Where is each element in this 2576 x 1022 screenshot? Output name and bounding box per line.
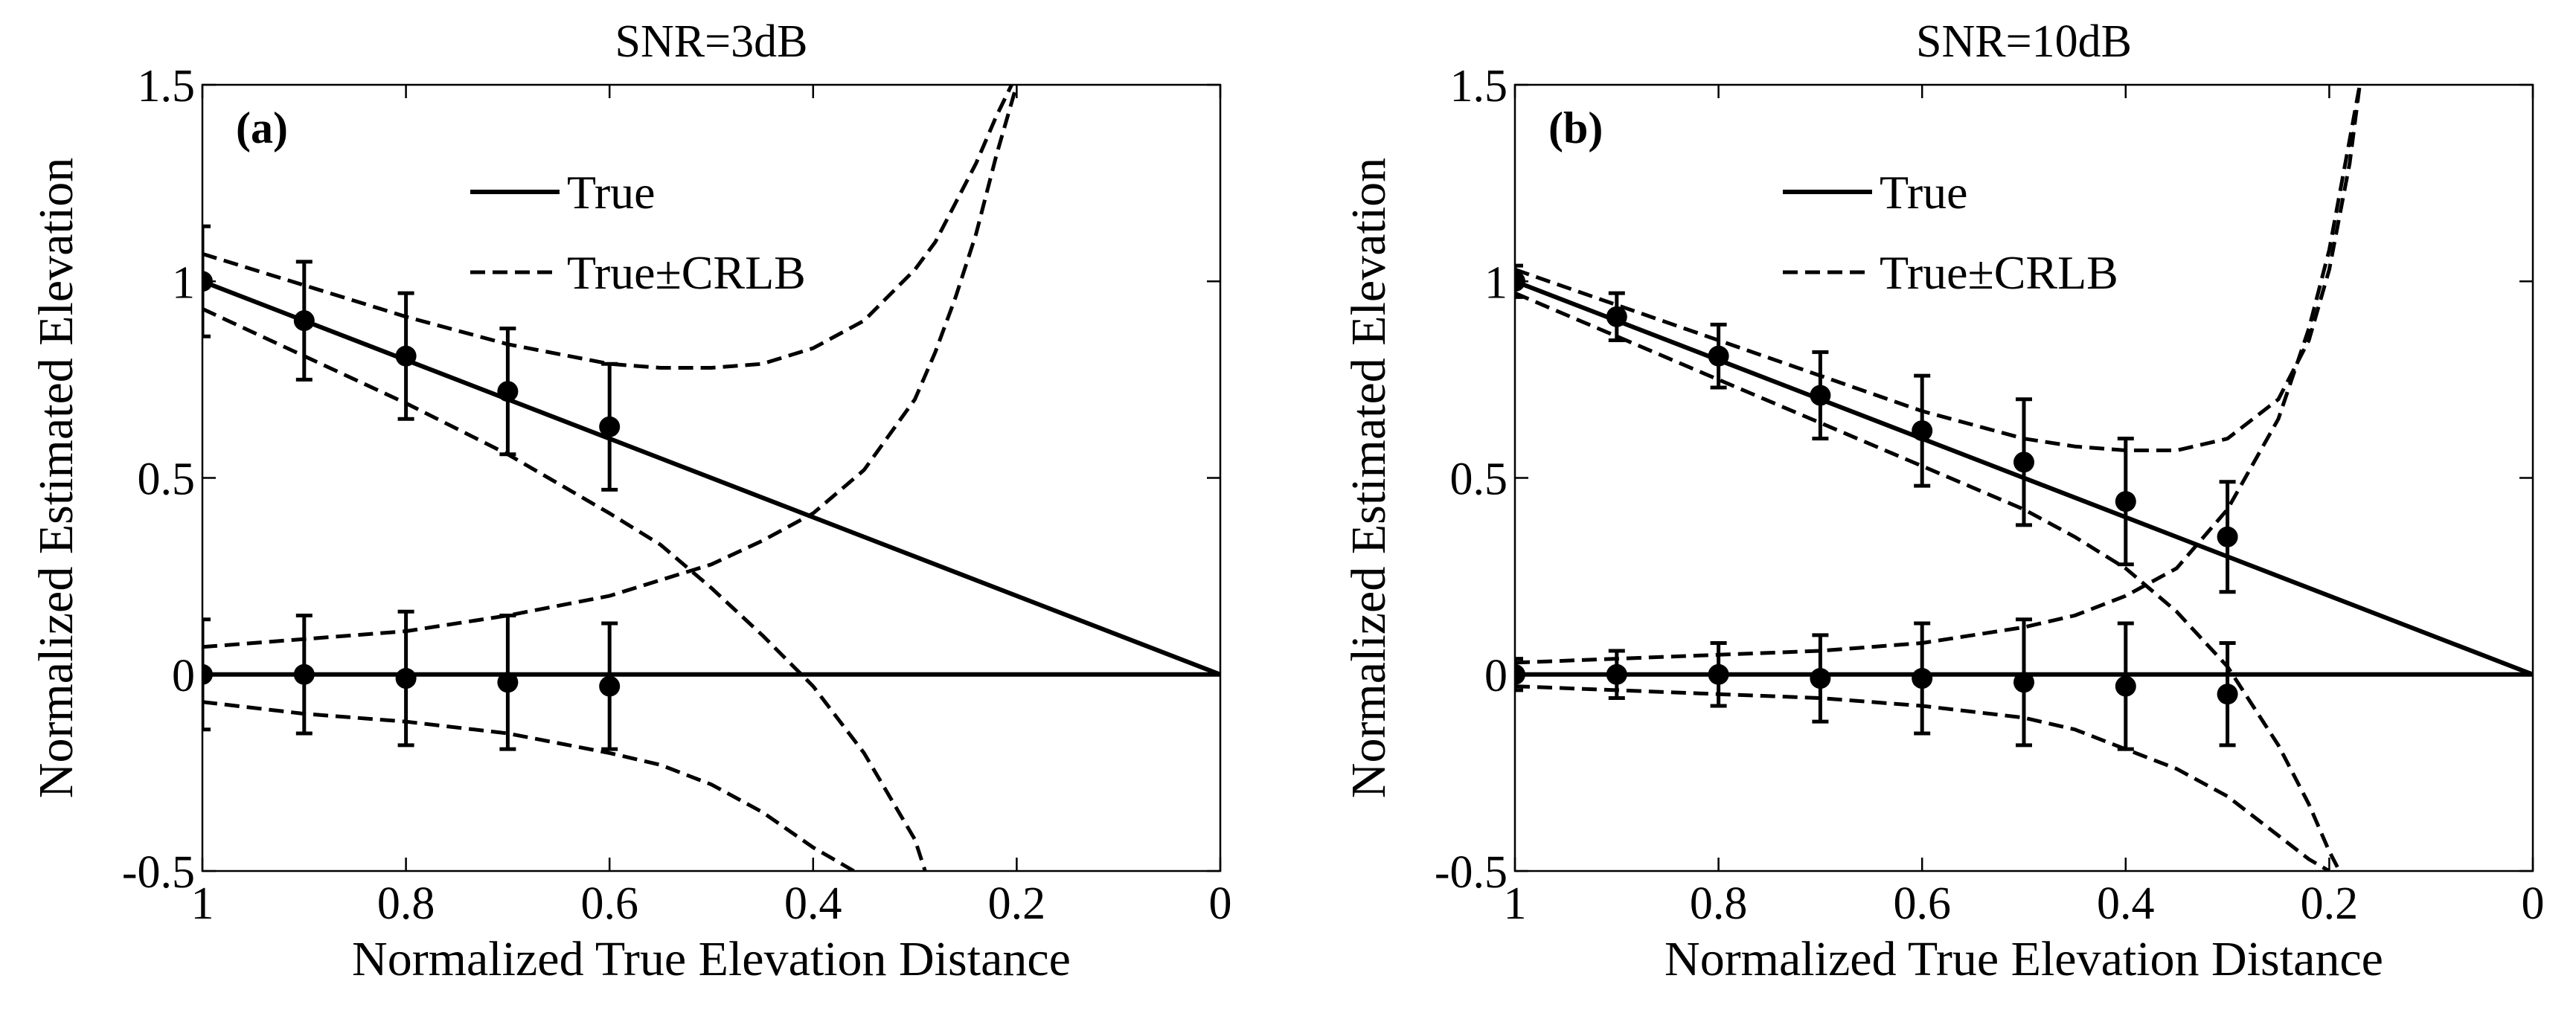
data-point	[2115, 675, 2136, 697]
y-tick-label: 1.5	[1450, 61, 1508, 112]
data-point	[1708, 345, 1729, 367]
x-tick-label: 0.6	[1893, 878, 1951, 929]
x-axis-label: Normalized True Elevation Distance	[1665, 932, 2383, 986]
legend-label-true: True	[1880, 166, 1968, 219]
data-point	[395, 668, 417, 690]
y-tick-label: 0	[172, 651, 195, 701]
chart-panel-b: 1 0.8 0.6 0.4 0.2 0 -0.5 0 0.5 1 1.5 SNR=10dB Normal…	[1342, 16, 2545, 986]
x-tick-label: 0.8	[1690, 878, 1748, 929]
y-axis-label: Normalized Estimated Elevation	[1342, 158, 1396, 798]
y-axis-label: Normalized Estimated Elevation	[29, 158, 83, 798]
panel-label: (b)	[1548, 103, 1603, 152]
x-tick-label: 0.2	[988, 878, 1046, 929]
legend-label-crlb: True±CRLB	[1880, 246, 2118, 299]
data-point	[1810, 385, 1831, 406]
data-point	[293, 310, 315, 332]
chart-title: SNR=10dB	[1916, 16, 2132, 67]
crlb-dashed-line	[202, 700, 855, 871]
y-tick-label: 1.5	[138, 61, 196, 112]
data-point	[1515, 663, 1525, 685]
panel-label: (a)	[236, 103, 288, 152]
x-tick-label: 0	[2522, 878, 2545, 929]
data-point	[2013, 451, 2034, 473]
crlb-dashed-line	[202, 306, 927, 871]
plot-area	[1515, 85, 2533, 871]
data-point	[497, 672, 519, 693]
y-tick-label: 1	[172, 257, 195, 308]
x-tick-label: 0.4	[2097, 878, 2155, 929]
y-tick-label: 0.5	[138, 454, 196, 505]
data-point	[1606, 306, 1627, 327]
data-point	[1606, 663, 1627, 685]
plot-area	[202, 85, 1220, 871]
data-point	[1912, 420, 1933, 442]
y-tick-label: 0	[1484, 651, 1508, 701]
x-tick-label: 0.6	[580, 878, 638, 929]
x-tick-label: 1	[1504, 878, 1527, 929]
x-tick-label: 0.4	[784, 878, 842, 929]
crlb-dashed-line	[1515, 291, 2342, 871]
y-tick-label: 0.5	[1450, 454, 1508, 505]
data-point	[599, 675, 621, 697]
data-point	[395, 345, 417, 367]
legend-label-true: True	[567, 166, 656, 219]
x-tick-label: 1	[191, 878, 214, 929]
data-point	[1810, 668, 1831, 690]
x-tick-label: 0	[1209, 878, 1232, 929]
x-tick-label: 0.8	[377, 878, 435, 929]
legend-label-crlb: True±CRLB	[567, 246, 806, 299]
crlb-dashed-line	[202, 85, 1013, 370]
true-line	[202, 279, 1220, 677]
chart-title: SNR=3dB	[615, 16, 808, 67]
data-point	[2217, 684, 2238, 705]
data-point	[1515, 271, 1525, 292]
x-axis-label: Normalized True Elevation Distance	[352, 932, 1071, 986]
data-point	[2013, 672, 2034, 693]
chart-panel-a: 1 0.8 0.6 0.4 0.2 0 -0.5 0 0.5 1 1.5 SNR=3dB Normali…	[29, 16, 1232, 986]
y-tick-label: 1	[1484, 257, 1508, 308]
data-point	[202, 271, 213, 292]
data-point	[1912, 668, 1933, 690]
crlb-dashed-line	[202, 85, 1019, 649]
data-point	[2217, 526, 2238, 547]
data-point	[293, 663, 315, 685]
data-point	[2115, 491, 2136, 512]
y-tick-label: -0.5	[122, 847, 195, 898]
y-tick-label: -0.5	[1435, 847, 1508, 898]
data-point	[202, 663, 213, 685]
data-point	[599, 416, 621, 437]
data-point	[497, 381, 519, 402]
data-point	[1708, 663, 1729, 685]
crlb-dashed-line	[1515, 85, 2362, 665]
x-tick-label: 0.2	[2301, 878, 2359, 929]
